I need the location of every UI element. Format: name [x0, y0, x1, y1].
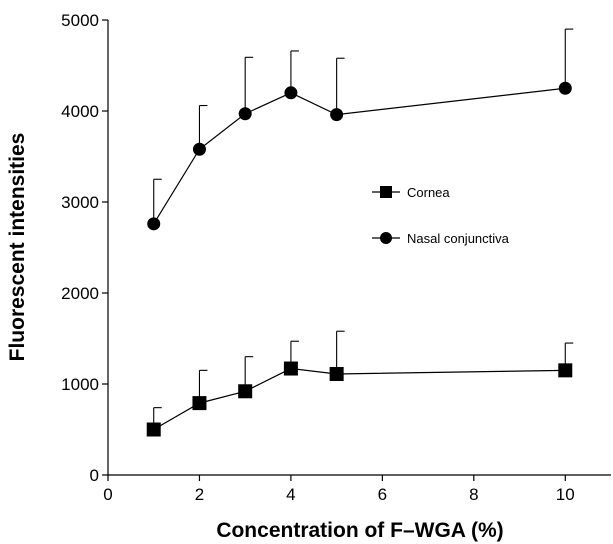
legend-marker-circle	[380, 232, 392, 244]
data-point-cornea	[329, 366, 344, 381]
x-axis-title: Concentration of F–WGA (%)	[216, 519, 503, 542]
legend-marker-square	[380, 186, 392, 198]
data-point-nasal-conjunctiva	[284, 86, 298, 100]
data-point-cornea	[238, 384, 253, 399]
series-line-cornea	[153, 367, 566, 431]
x-tick-label: 2	[195, 485, 204, 504]
data-point-nasal-conjunctiva	[192, 142, 206, 156]
legend-item-nasal-conjunctiva: Nasal conjunctiva	[372, 231, 510, 246]
y-tick-label: 2000	[61, 284, 99, 303]
data-point-nasal-conjunctiva	[238, 107, 252, 121]
y-tick-label: 1000	[61, 375, 99, 394]
y-axis-ticks: 0 1000 2000 3000 4000 5000	[61, 11, 108, 485]
y-tick-label: 5000	[61, 11, 99, 30]
x-tick-label: 0	[103, 485, 112, 504]
y-axis-title: Fluorescent intensities	[6, 133, 29, 362]
series-layer	[146, 28, 574, 437]
data-point-cornea	[558, 363, 573, 378]
y-tick-label: 4000	[61, 102, 99, 121]
legend-label-cornea: Cornea	[407, 185, 450, 200]
data-point-nasal-conjunctiva	[147, 217, 161, 231]
x-tick-label: 10	[556, 485, 575, 504]
series-line-nasal-conjunctiva	[153, 87, 566, 225]
legend-label-nasal-conjunctiva: Nasal conjunctiva	[407, 231, 510, 246]
data-point-cornea	[146, 422, 161, 437]
x-axis-ticks: 0 2 4 6 8 10	[103, 475, 575, 504]
data-point-cornea	[283, 361, 298, 376]
data-point-cornea	[192, 396, 207, 411]
legend-item-cornea: Cornea	[372, 185, 450, 200]
x-tick-label: 8	[469, 485, 478, 504]
data-point-nasal-conjunctiva	[558, 81, 572, 95]
x-tick-label: 6	[378, 485, 387, 504]
data-point-nasal-conjunctiva	[330, 108, 344, 122]
plot-area: 0 1000 2000 3000 4000 5000 0 2 4 6 8 10	[61, 11, 611, 504]
x-tick-label: 4	[286, 485, 295, 504]
y-tick-label: 0	[90, 466, 99, 485]
y-tick-label: 3000	[61, 193, 99, 212]
legend: Cornea Nasal conjunctiva	[372, 185, 510, 246]
